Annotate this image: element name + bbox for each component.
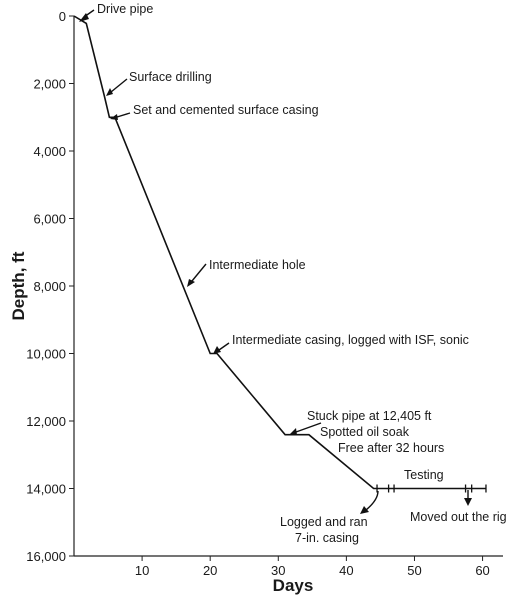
annotation-label: Logged and ran: [280, 515, 368, 529]
annotation-label: Set and cemented surface casing: [133, 103, 319, 117]
y-tick-label: 12,000: [26, 414, 66, 429]
annotation-label: Intermediate hole: [209, 258, 306, 272]
series-line: [73, 15, 486, 490]
annotation-arrow: [110, 78, 128, 93]
x-tick-label: 50: [407, 563, 421, 578]
y-tick-label: 8,000: [33, 279, 66, 294]
series: [73, 15, 487, 493]
annotation-label: Testing: [404, 468, 444, 482]
annotation-arrowhead: [464, 498, 472, 506]
annotation-label: Moved out the rig: [410, 510, 507, 524]
annotation-arrow: [191, 263, 207, 282]
annotation-arrowhead: [79, 13, 89, 22]
y-tick-label: 14,000: [26, 482, 66, 497]
x-tick-label: 60: [475, 563, 489, 578]
annotation-label: 7-in. casing: [295, 531, 359, 545]
x-tick-label: 10: [135, 563, 149, 578]
annotation-arrow: [218, 342, 230, 351]
annotation-label: Intermediate casing, logged with ISF, so…: [232, 333, 469, 347]
annotations: [79, 9, 472, 514]
annotation-label: Free after 32 hours: [338, 441, 444, 455]
y-tick-label: 4,000: [33, 144, 66, 159]
annotation-arrow: [295, 422, 322, 433]
annotation-arrowhead: [106, 88, 113, 96]
x-tick-label: 40: [339, 563, 353, 578]
x-tick-label: 30: [271, 563, 285, 578]
x-tick-label: 20: [203, 563, 217, 578]
annotation-label: Stuck pipe at 12,405 ft: [307, 409, 432, 423]
x-axis-title: Days: [273, 576, 314, 595]
annotation-arrowhead: [360, 506, 369, 514]
y-tick-label: 2,000: [33, 77, 66, 92]
annotation-label: Spotted oil soak: [320, 425, 410, 439]
annotation-arrow: [365, 490, 379, 511]
y-tick-label: 16,000: [26, 549, 66, 564]
annotation-arrowhead: [187, 279, 195, 287]
y-axis-title: Depth, ft: [9, 251, 28, 320]
y-tick-label: 10,000: [26, 347, 66, 362]
annotation-label: Drive pipe: [97, 2, 153, 16]
annotation-arrowhead: [213, 346, 221, 354]
ticks: 0 2,000 4,000 6,000 8,000 10,000 12,000 14,000 1…: [26, 9, 490, 578]
annotation-arrowhead: [110, 114, 118, 120]
annotation-arrow: [116, 112, 131, 118]
y-tick-label: 6,000: [33, 212, 66, 227]
annotation-arrowhead: [290, 428, 297, 435]
annotation-label: Surface drilling: [129, 70, 212, 84]
y-tick-label: 0: [59, 9, 66, 24]
